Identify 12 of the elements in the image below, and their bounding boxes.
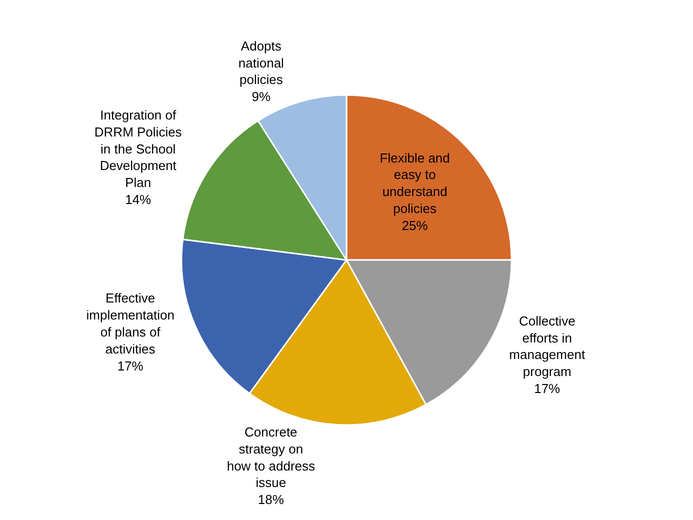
slice-label: Integration of DRRM Policies in the School Development Plan bbox=[94, 108, 182, 190]
data-label: 25% bbox=[402, 218, 428, 233]
slice-label: Collective efforts in management program bbox=[509, 313, 586, 380]
data-label: 14% bbox=[125, 192, 152, 208]
slice-label: Adopts national policies bbox=[238, 38, 284, 88]
data-label: 9% bbox=[252, 89, 271, 104]
data-label: 18% bbox=[258, 492, 284, 508]
slice-label: Concrete strategy on how to address issue bbox=[226, 424, 316, 490]
slice-label: Flexible and easy to understand policies bbox=[380, 150, 450, 216]
data-label: 17% bbox=[534, 380, 561, 396]
data-label: 17% bbox=[117, 358, 144, 374]
slice-label: Effective implementation of plans of activities bbox=[86, 290, 174, 356]
